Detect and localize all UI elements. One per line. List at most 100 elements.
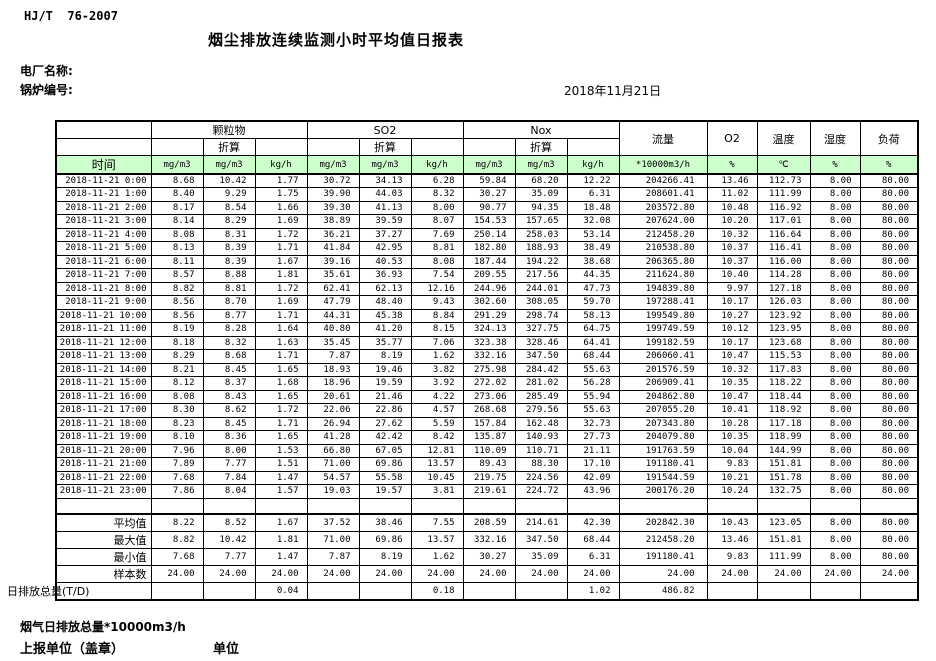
table-row: 2018-11-21 12:00 8.18 8.32 1.63 35.45 35.77 7.… — [55, 335, 919, 350]
value-cell: 54.57 — [306, 470, 360, 485]
value-cell: 8.10 — [150, 430, 204, 445]
value-cell: 191180.41 — [618, 457, 708, 472]
summary-value: 24.00 — [809, 565, 861, 583]
value-cell: 27.62 — [358, 416, 412, 431]
units-header-row: 时间 mg/m3 mg/m3 kg/h mg/m3 mg/m3 kg/h mg/… — [55, 155, 919, 175]
value-cell: 55.94 — [566, 389, 620, 404]
value-cell: 89.43 — [462, 457, 516, 472]
value-cell: 187.44 — [462, 254, 516, 269]
value-cell: 12.81 — [410, 443, 464, 458]
table-row: 2018-11-21 15:00 8.12 8.37 1.68 18.96 19.59 3.… — [55, 376, 919, 391]
unit-header: mg/m3 — [462, 155, 516, 175]
value-cell: 244.01 — [514, 281, 568, 296]
spacer-cell — [756, 497, 811, 515]
value-cell: 42.95 — [358, 241, 412, 256]
value-cell: 8.00 — [809, 389, 861, 404]
table-row: 2018-11-21 23:00 7.86 8.04 1.57 19.03 19.57 3.… — [55, 484, 919, 499]
report-date: 2018年11月21日 — [564, 84, 662, 98]
value-cell: 8.29 — [202, 214, 256, 229]
value-cell: 58.13 — [566, 308, 620, 323]
value-cell: 327.75 — [514, 322, 568, 337]
value-cell: 118.44 — [756, 389, 811, 404]
summary-value: 10.43 — [706, 513, 758, 532]
unit-header: mg/m3 — [150, 155, 204, 175]
value-cell: 8.00 — [809, 376, 861, 391]
value-cell: 8.21 — [150, 362, 204, 377]
value-cell: 8.42 — [410, 430, 464, 445]
time-cell: 2018-11-21 4:00 — [55, 227, 152, 242]
time-cell: 2018-11-21 21:00 — [55, 457, 152, 472]
value-cell: 8.15 — [410, 322, 464, 337]
summary-value: 69.86 — [358, 531, 412, 549]
value-cell: 1.51 — [254, 457, 308, 472]
value-cell: 42.09 — [566, 470, 620, 485]
value-cell: 8.17 — [150, 200, 204, 215]
value-cell: 32.08 — [566, 214, 620, 229]
value-cell: 8.00 — [809, 308, 861, 323]
value-cell: 9.43 — [410, 295, 464, 310]
unit-header: % — [809, 155, 861, 175]
summary-value — [462, 582, 516, 601]
value-cell: 27.73 — [566, 430, 620, 445]
value-cell: 19.03 — [306, 484, 360, 499]
value-cell: 3.82 — [410, 362, 464, 377]
summary-value: 332.16 — [462, 531, 516, 549]
table-row: 2018-11-21 9:00 8.56 8.70 1.69 47.79 48.40 9.4… — [55, 295, 919, 310]
value-cell: 207055.20 — [618, 403, 708, 418]
value-cell: 21.11 — [566, 443, 620, 458]
value-cell: 80.00 — [859, 254, 919, 269]
value-cell: 8.00 — [809, 214, 861, 229]
value-cell: 80.00 — [859, 376, 919, 391]
value-cell: 208601.41 — [618, 187, 708, 202]
summary-value: 10.42 — [202, 531, 256, 549]
value-cell: 8.00 — [809, 173, 861, 188]
value-cell: 22.06 — [306, 403, 360, 418]
value-cell: 211624.80 — [618, 268, 708, 283]
value-cell: 10.24 — [706, 484, 758, 499]
value-cell: 10.45 — [410, 470, 464, 485]
value-cell: 347.50 — [514, 349, 568, 364]
value-cell: 8.18 — [150, 335, 204, 350]
value-cell: 154.53 — [462, 214, 516, 229]
value-cell: 59.84 — [462, 173, 516, 188]
value-cell: 281.02 — [514, 376, 568, 391]
summary-value: 13.57 — [410, 531, 464, 549]
value-cell: 8.00 — [809, 484, 861, 499]
value-cell: 10.37 — [706, 241, 758, 256]
value-cell: 8.00 — [809, 281, 861, 296]
value-cell: 12.22 — [566, 173, 620, 188]
time-header: 时间 — [55, 155, 152, 175]
value-cell: 207343.80 — [618, 416, 708, 431]
value-cell: 118.22 — [756, 376, 811, 391]
value-cell: 203572.80 — [618, 200, 708, 215]
value-cell: 8.56 — [150, 308, 204, 323]
value-cell: 40.80 — [306, 322, 360, 337]
value-cell: 219.75 — [462, 470, 516, 485]
value-cell: 1.71 — [254, 416, 308, 431]
value-cell: 1.65 — [254, 362, 308, 377]
summary-value: 24.00 — [706, 565, 758, 583]
value-cell: 64.75 — [566, 322, 620, 337]
value-cell: 8.45 — [202, 362, 256, 377]
table-row: 2018-11-21 20:00 7.96 8.00 1.53 66.80 67.05 12… — [55, 443, 919, 458]
time-cell: 2018-11-21 12:00 — [55, 335, 152, 350]
value-cell: 17.10 — [566, 457, 620, 472]
value-cell: 8.88 — [202, 268, 256, 283]
conversion-label: 折算 — [514, 138, 568, 156]
summary-value — [306, 582, 360, 601]
value-cell: 18.93 — [306, 362, 360, 377]
value-cell: 1.67 — [254, 254, 308, 269]
value-cell: 1.72 — [254, 403, 308, 418]
time-cell: 2018-11-21 17:00 — [55, 403, 152, 418]
value-cell: 8.13 — [150, 241, 204, 256]
summary-value — [202, 582, 256, 601]
value-cell: 10.37 — [706, 254, 758, 269]
table-row: 2018-11-21 22:00 7.68 7.84 1.47 54.57 55.58 10… — [55, 470, 919, 485]
value-cell: 123.92 — [756, 308, 811, 323]
value-cell: 7.68 — [150, 470, 204, 485]
col-flow: 流量 — [618, 120, 708, 156]
value-cell: 8.56 — [150, 295, 204, 310]
value-cell: 34.13 — [358, 173, 412, 188]
value-cell: 47.73 — [566, 281, 620, 296]
value-cell: 10.17 — [706, 335, 758, 350]
